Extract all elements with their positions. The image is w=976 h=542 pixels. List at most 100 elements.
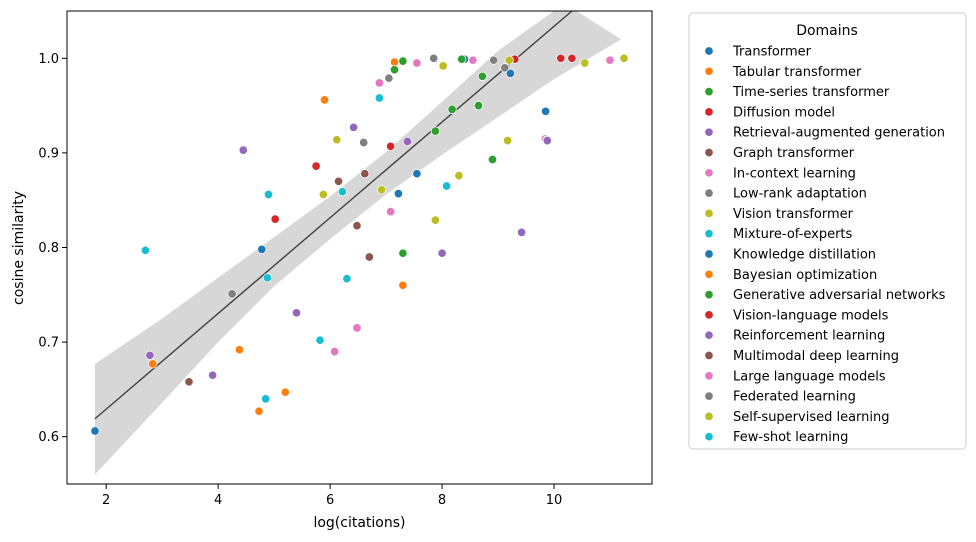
data-point — [542, 136, 552, 146]
data-point — [352, 221, 362, 231]
data-point — [454, 171, 464, 181]
legend-items: Transformer Tabular transformer Time-serie… — [704, 45, 946, 445]
legend-marker — [704, 350, 714, 361]
data-point — [503, 136, 513, 146]
legend-marker — [704, 330, 714, 340]
legend-marker — [704, 290, 714, 300]
data-point — [359, 137, 369, 148]
data-point — [374, 93, 384, 103]
data-point — [342, 274, 352, 284]
legend-label: Generative adversarial networks — [733, 288, 946, 303]
data-point — [386, 141, 396, 151]
legend-marker — [704, 371, 714, 381]
data-point — [487, 154, 498, 165]
data-point — [412, 58, 422, 68]
data-point — [473, 101, 484, 111]
legend-label: Retrieval-augmented generation — [733, 126, 945, 141]
data-point — [393, 189, 403, 199]
legend-label: Mixture-of-experts — [733, 227, 853, 242]
data-point — [430, 215, 440, 225]
data-point — [437, 248, 447, 258]
legend-marker — [704, 107, 714, 117]
data-point — [412, 169, 422, 179]
legend-marker — [704, 229, 714, 239]
data-point — [333, 176, 344, 186]
legend-label: Transformer — [732, 45, 812, 60]
data-point — [402, 136, 412, 147]
data-point — [319, 95, 330, 105]
legend-label: In-context learning — [733, 166, 856, 181]
legend-label: Graph transformer — [733, 146, 855, 161]
legend-label: Diffusion model — [733, 105, 835, 120]
legend-marker — [704, 208, 714, 218]
data-point — [337, 187, 347, 197]
x-tick-label: 10 — [546, 493, 563, 508]
data-point — [386, 207, 396, 217]
legend-marker — [704, 310, 714, 320]
data-point — [263, 189, 274, 200]
data-point — [477, 71, 487, 81]
data-point — [318, 189, 328, 200]
data-point — [580, 58, 590, 68]
data-point — [311, 161, 321, 171]
legend-label: Bayesian optimization — [733, 268, 877, 283]
legend-label: Vision transformer — [733, 207, 854, 222]
legend-marker — [704, 188, 714, 198]
data-point — [90, 426, 100, 436]
data-point — [489, 55, 499, 65]
legend-marker — [704, 46, 714, 56]
legend-label: Knowledge distillation — [733, 248, 876, 263]
y-tick-label: 0.8 — [38, 241, 59, 256]
legend-label: Large language models — [733, 369, 886, 384]
data-point — [349, 122, 359, 132]
data-point — [140, 245, 150, 255]
y-tick-label: 0.9 — [38, 146, 59, 161]
data-point — [389, 65, 400, 75]
data-point — [468, 55, 478, 65]
data-point — [238, 145, 248, 155]
data-point — [619, 53, 629, 63]
legend-title: Domains — [796, 23, 858, 39]
legend-label: Self-supervised learning — [733, 410, 890, 425]
legend-label: Few-shot learning — [733, 430, 848, 445]
plot-frame — [66, 10, 653, 485]
data-point — [430, 126, 440, 136]
data-point — [567, 53, 577, 63]
legend-label: Federated learning — [733, 390, 856, 405]
data-point — [541, 106, 551, 116]
data-point — [208, 370, 218, 380]
legend-marker — [704, 127, 714, 137]
legend-frame — [688, 12, 967, 450]
regression-line — [94, 10, 573, 420]
data-point — [234, 345, 244, 355]
data-point — [330, 347, 340, 357]
x-tick-label: 6 — [326, 493, 334, 508]
data-point — [352, 323, 362, 333]
data-point — [257, 244, 267, 254]
data-point — [457, 54, 467, 64]
data-point — [145, 350, 155, 360]
data-point — [364, 252, 374, 262]
x-tick-label: 2 — [102, 493, 110, 508]
data-point — [184, 377, 194, 387]
legend-marker — [704, 66, 714, 76]
data-point — [556, 53, 566, 63]
data-point — [389, 57, 400, 67]
data-point — [505, 68, 515, 78]
data-point — [447, 104, 457, 114]
legend-marker — [704, 249, 714, 259]
legend-label: Low-rank adaptation — [733, 187, 867, 202]
y-axis-label: cosine similarity — [11, 191, 27, 305]
legend-marker — [704, 87, 714, 97]
legend-marker — [704, 269, 714, 279]
data-point — [398, 280, 408, 290]
y-tick-label: 0.7 — [38, 336, 59, 351]
y-axis-ticks: 0.6 0.7 0.8 0.9 1.0 — [38, 52, 67, 445]
data-point — [332, 135, 342, 145]
data-point — [270, 214, 280, 224]
data-point — [227, 289, 237, 299]
x-tick-label: 4 — [214, 493, 222, 508]
data-point — [398, 248, 408, 258]
data-point — [315, 335, 325, 345]
